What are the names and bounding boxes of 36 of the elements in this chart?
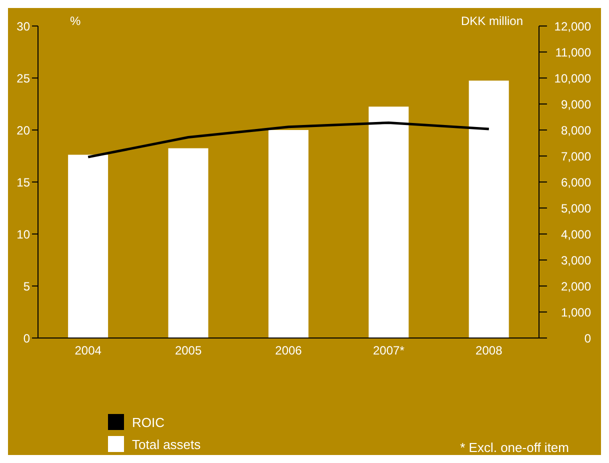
bar [368, 106, 409, 338]
y-tick-label: 30 [16, 19, 30, 34]
y2-tick-label: 3,000 [560, 253, 592, 268]
y2-tick-label: 9,000 [560, 97, 592, 112]
text: * Excl. one-off item [460, 440, 569, 455]
y2-tick-label: 11,000 [555, 45, 592, 60]
bar [268, 130, 308, 338]
x-tick-label: 2004 [74, 344, 102, 358]
y2-tick-label: 2,000 [560, 279, 592, 294]
y2-tick-label: 0 [584, 331, 592, 346]
y2-tick-label: 8,000 [560, 123, 592, 138]
y-tick-label: 25 [16, 71, 30, 86]
y2-tick-label: 10,000 [554, 71, 592, 86]
y2-tick-label: 6,000 [560, 175, 592, 190]
y2-tick-label: 1,000 [560, 305, 592, 320]
y2-tick-label: 5,000 [560, 201, 592, 216]
x-tick-label: 2006 [275, 344, 302, 358]
legend-label: ROIC [132, 414, 164, 430]
x-tick-label: 2008 [476, 344, 503, 358]
y-tick-label: 15 [16, 175, 30, 190]
bar [168, 148, 208, 338]
y2-axis-title: DKK million [460, 14, 523, 28]
bar [68, 154, 108, 338]
y2-tick-label: 4,000 [560, 227, 592, 242]
y2-tick-label: 12,000 [554, 19, 592, 34]
y2-tick-label: 7,000 [560, 149, 592, 164]
y-tick-label: 10 [16, 227, 30, 242]
y-tick-label: 5 [23, 279, 30, 294]
line-series [86, 121, 490, 158]
y-axis-title: % [70, 14, 81, 28]
legend-label: Total assets [132, 436, 201, 452]
bar [468, 80, 509, 338]
x-tick-label: 2007* [373, 344, 405, 358]
y-tick-label: 20 [16, 123, 30, 138]
x-tick-label: 2005 [174, 344, 202, 358]
y-tick-label: 0 [23, 331, 30, 346]
